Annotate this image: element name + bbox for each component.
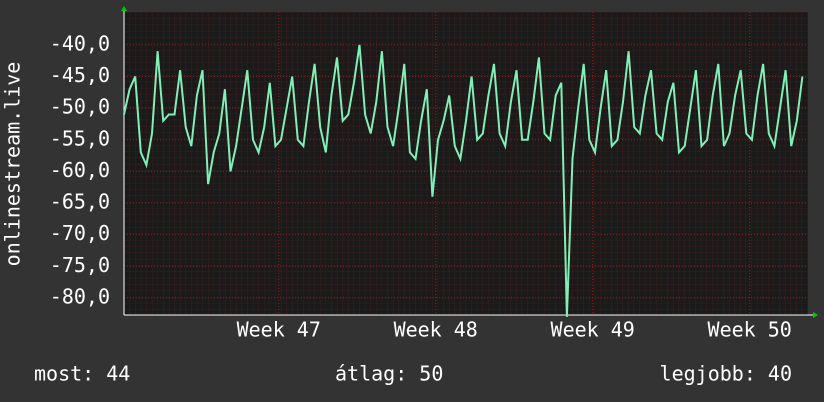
- y-tick-label: -80,0: [50, 284, 110, 308]
- legend-item: most: 44: [34, 362, 130, 386]
- legend-item: átlag: 50: [335, 362, 443, 386]
- y-tick-label: -70,0: [50, 221, 110, 245]
- y-tick-label: -50,0: [50, 95, 110, 119]
- y-tick-label: -65,0: [50, 190, 110, 214]
- y-axis-label: onlinestream.live: [1, 62, 25, 267]
- minor-grid: [124, 12, 808, 315]
- y-tick-label: -75,0: [50, 253, 110, 277]
- legend-item: legjobb: 40: [660, 362, 792, 386]
- y-tick-label: -55,0: [50, 126, 110, 150]
- x-tick-label: Week 47: [237, 318, 321, 342]
- y-tick-label: -40,0: [50, 31, 110, 55]
- y-tick-label: -45,0: [50, 63, 110, 87]
- x-tick-label: Week 49: [551, 318, 635, 342]
- axis-arrow: [121, 6, 127, 11]
- y-tick-label: -60,0: [50, 158, 110, 182]
- line-series: [123, 44, 804, 317]
- axis-arrow: [813, 312, 818, 318]
- x-tick-label: Week 50: [708, 318, 792, 342]
- x-tick-label: Week 48: [394, 318, 478, 342]
